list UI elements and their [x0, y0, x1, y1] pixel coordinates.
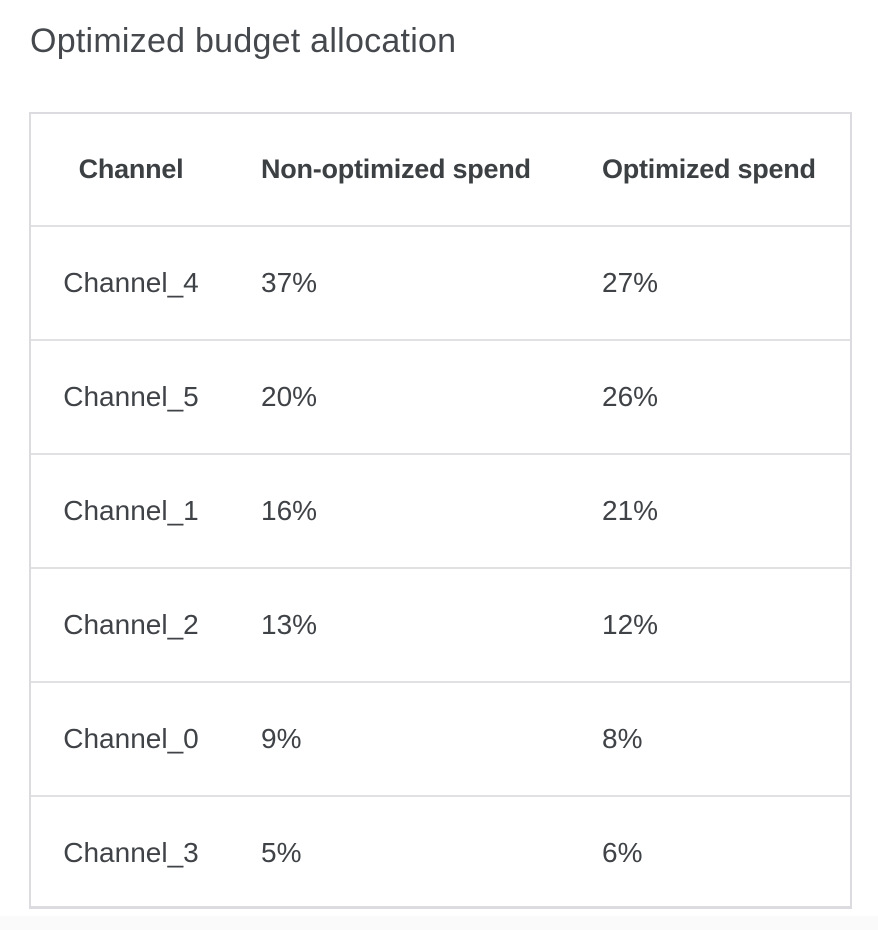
cell-optimized-spend: 6% [572, 795, 850, 909]
cell-optimized-spend: 27% [572, 225, 850, 340]
cell-channel: Channel_0 [31, 681, 231, 796]
budget-allocation-table-card: Channel Non-optimized spend Optimized sp… [29, 112, 852, 909]
cell-optimized-spend: 21% [572, 453, 850, 568]
cell-optimized-spend: 26% [572, 339, 850, 454]
table-row: Channel_0 9% 8% [31, 681, 850, 796]
page-title: Optimized budget allocation [30, 22, 457, 60]
table-row: Channel_2 13% 12% [31, 567, 850, 682]
table-row: Channel_4 37% 27% [31, 225, 850, 340]
cell-channel: Channel_3 [31, 795, 231, 909]
cell-channel: Channel_1 [31, 453, 231, 568]
column-header-channel: Channel [78, 154, 184, 184]
cell-non-optimized-spend: 5% [231, 795, 572, 909]
header-row: Channel Non-optimized spend Optimized sp… [31, 114, 850, 226]
cell-non-optimized-spend: 16% [231, 453, 572, 568]
column-header-optimized-spend: Optimized spend [602, 154, 816, 184]
cell-channel: Channel_2 [31, 567, 231, 682]
cell-channel: Channel_4 [31, 225, 231, 340]
table-body: Channel_4 37% 27% Channel_5 20% 26% Chan… [31, 225, 850, 909]
cell-non-optimized-spend: 37% [231, 225, 572, 340]
cell-optimized-spend: 12% [572, 567, 850, 682]
table-row: Channel_3 5% 6% [31, 795, 850, 909]
budget-allocation-table: Channel Non-optimized spend Optimized sp… [31, 114, 850, 909]
table-row: Channel_1 16% 21% [31, 453, 850, 568]
cell-non-optimized-spend: 9% [231, 681, 572, 796]
cell-non-optimized-spend: 13% [231, 567, 572, 682]
column-header-non-optimized-spend: Non-optimized spend [261, 154, 531, 184]
cell-non-optimized-spend: 20% [231, 339, 572, 454]
page-bottom-shade [0, 916, 878, 930]
cell-channel: Channel_5 [31, 339, 231, 454]
table-header: Channel Non-optimized spend Optimized sp… [31, 114, 850, 226]
cell-optimized-spend: 8% [572, 681, 850, 796]
table-row: Channel_5 20% 26% [31, 339, 850, 454]
